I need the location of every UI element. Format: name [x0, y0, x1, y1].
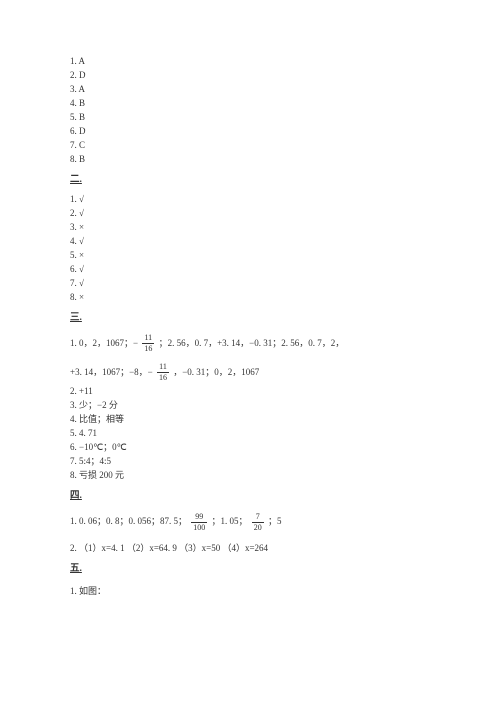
text-part: +3. 14，1067；−8，− — [70, 366, 153, 380]
answer-item: 1. 如图： — [70, 585, 430, 599]
answer-item: 1. A — [70, 55, 430, 69]
answer-item: 6. −10℃；0℃ — [70, 441, 430, 455]
section-five: 1. 如图： — [70, 582, 430, 599]
fraction: 7 20 — [252, 513, 264, 532]
answer-item: 5. × — [70, 249, 430, 263]
answer-item: 4. B — [70, 97, 430, 111]
text-part: ；2. 56，0. 7，+3. 14，−0. 31；2. 56，0. 7，2， — [159, 337, 345, 351]
numerator: 99 — [191, 513, 207, 522]
denominator: 20 — [252, 522, 264, 532]
answer-item: 2. （1）x=4. 1 （2）x=64. 9 （3）x=50 （4）x=264 — [70, 542, 430, 556]
answer-item: 3. × — [70, 221, 430, 235]
answer-item: 8. B — [70, 153, 430, 167]
answer-item: 5. 4. 71 — [70, 427, 430, 441]
answer-item: 2. +11 — [70, 385, 430, 399]
answer-item: 8. 亏损 200 元 — [70, 469, 430, 483]
text-part: ；1. 05； — [212, 515, 248, 529]
answer-item: 7. C — [70, 139, 430, 153]
section-five-header: 五. — [70, 562, 430, 577]
section-two: 1. √ 2. √ 3. × 4. √ 5. × 6. √ 7. √ 8. × — [70, 193, 430, 305]
answer-item: 6. D — [70, 125, 430, 139]
answer-item: 2. D — [70, 69, 430, 83]
section-four: 1. 0. 06；0. 8；0. 056；87. 5； 99 100 ；1. 0… — [70, 510, 430, 556]
fraction: 99 100 — [191, 513, 207, 532]
section-one: 1. A 2. D 3. A 4. B 5. B 6. D 7. C 8. B — [70, 55, 430, 167]
answer-item: 3. 少；−2 分 — [70, 399, 430, 413]
numerator: 11 — [142, 334, 154, 343]
section-two-header: 二. — [70, 173, 430, 188]
answer-item: 7. √ — [70, 277, 430, 291]
denominator: 100 — [191, 522, 207, 532]
text-part: 1. 0. 06；0. 8；0. 056；87. 5； — [70, 515, 187, 529]
denominator: 16 — [157, 372, 169, 382]
text-part: ，−0. 31；0，2，1067 — [173, 366, 259, 380]
answer-item: 7. 5:4；4:5 — [70, 455, 430, 469]
denominator: 16 — [142, 343, 154, 353]
section-three: 1. 0，2，1067；− 11 16 ；2. 56，0. 7，+3. 14，−… — [70, 331, 430, 483]
answer-line-frac: 1. 0，2，1067；− 11 16 ；2. 56，0. 7，+3. 14，−… — [70, 334, 430, 353]
fraction: 11 16 — [157, 363, 169, 382]
answer-item: 6. √ — [70, 263, 430, 277]
answer-item: 8. × — [70, 291, 430, 305]
answer-line-frac: +3. 14，1067；−8，− 11 16 ，−0. 31；0，2，1067 — [70, 363, 430, 382]
section-three-header: 三. — [70, 311, 430, 326]
answer-item: 2. √ — [70, 207, 430, 221]
section-four-header: 四. — [70, 489, 430, 504]
answer-item: 3. A — [70, 83, 430, 97]
answer-item: 5. B — [70, 111, 430, 125]
numerator: 11 — [157, 363, 169, 372]
fraction: 11 16 — [142, 334, 154, 353]
answer-item: 4. √ — [70, 235, 430, 249]
answer-line-frac: 1. 0. 06；0. 8；0. 056；87. 5； 99 100 ；1. 0… — [70, 513, 430, 532]
answer-item: 4. 比值；相等 — [70, 413, 430, 427]
answer-item: 1. √ — [70, 193, 430, 207]
numerator: 7 — [252, 513, 264, 522]
text-part: 1. 0，2，1067；− — [70, 337, 138, 351]
text-part: ；5 — [268, 515, 282, 529]
